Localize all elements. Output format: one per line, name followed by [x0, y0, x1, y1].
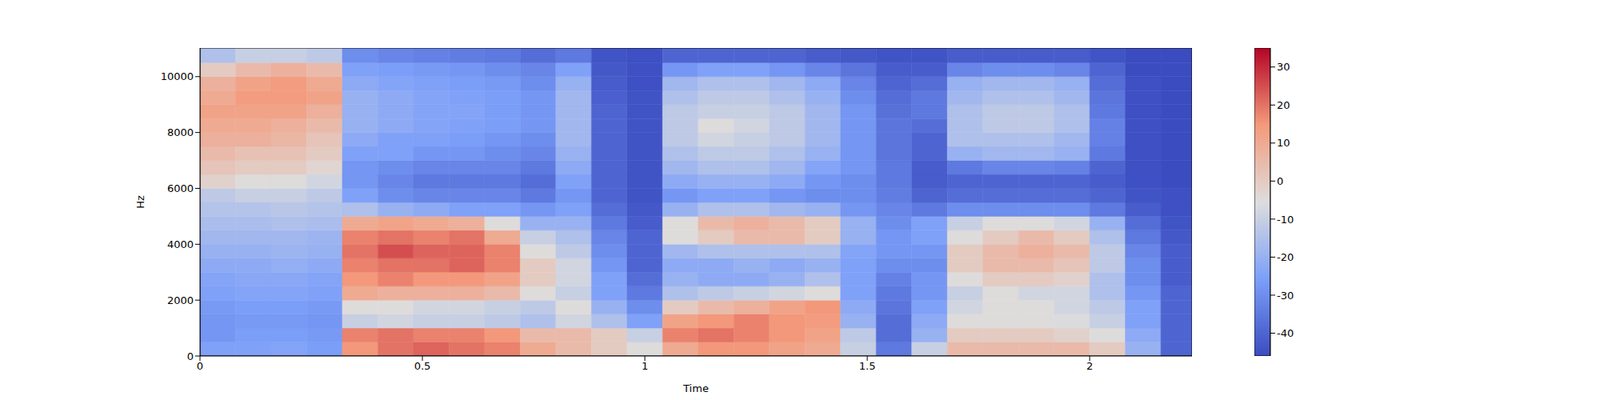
svg-text:Hz: Hz [134, 195, 147, 209]
svg-text:8000: 8000 [167, 126, 194, 139]
svg-text:-10: -10 [1276, 213, 1294, 226]
svg-text:1: 1 [641, 360, 648, 372]
svg-text:6000: 6000 [167, 182, 194, 195]
svg-text:4000: 4000 [167, 238, 194, 251]
svg-text:10000: 10000 [160, 70, 194, 83]
svg-text:0.5: 0.5 [414, 360, 432, 372]
svg-text:30: 30 [1276, 60, 1291, 73]
svg-text:20: 20 [1276, 99, 1291, 112]
svg-text:2: 2 [1086, 360, 1093, 372]
svg-text:0: 0 [187, 350, 194, 363]
svg-text:-40: -40 [1276, 327, 1294, 340]
svg-text:0: 0 [1276, 175, 1284, 188]
svg-text:-30: -30 [1276, 289, 1294, 302]
svg-text:2000: 2000 [167, 294, 194, 307]
svg-text:Time: Time [682, 382, 709, 395]
svg-text:-20: -20 [1276, 251, 1294, 264]
svg-text:1.5: 1.5 [859, 360, 876, 372]
svg-text:0: 0 [196, 360, 204, 372]
svg-text:10: 10 [1276, 136, 1291, 149]
